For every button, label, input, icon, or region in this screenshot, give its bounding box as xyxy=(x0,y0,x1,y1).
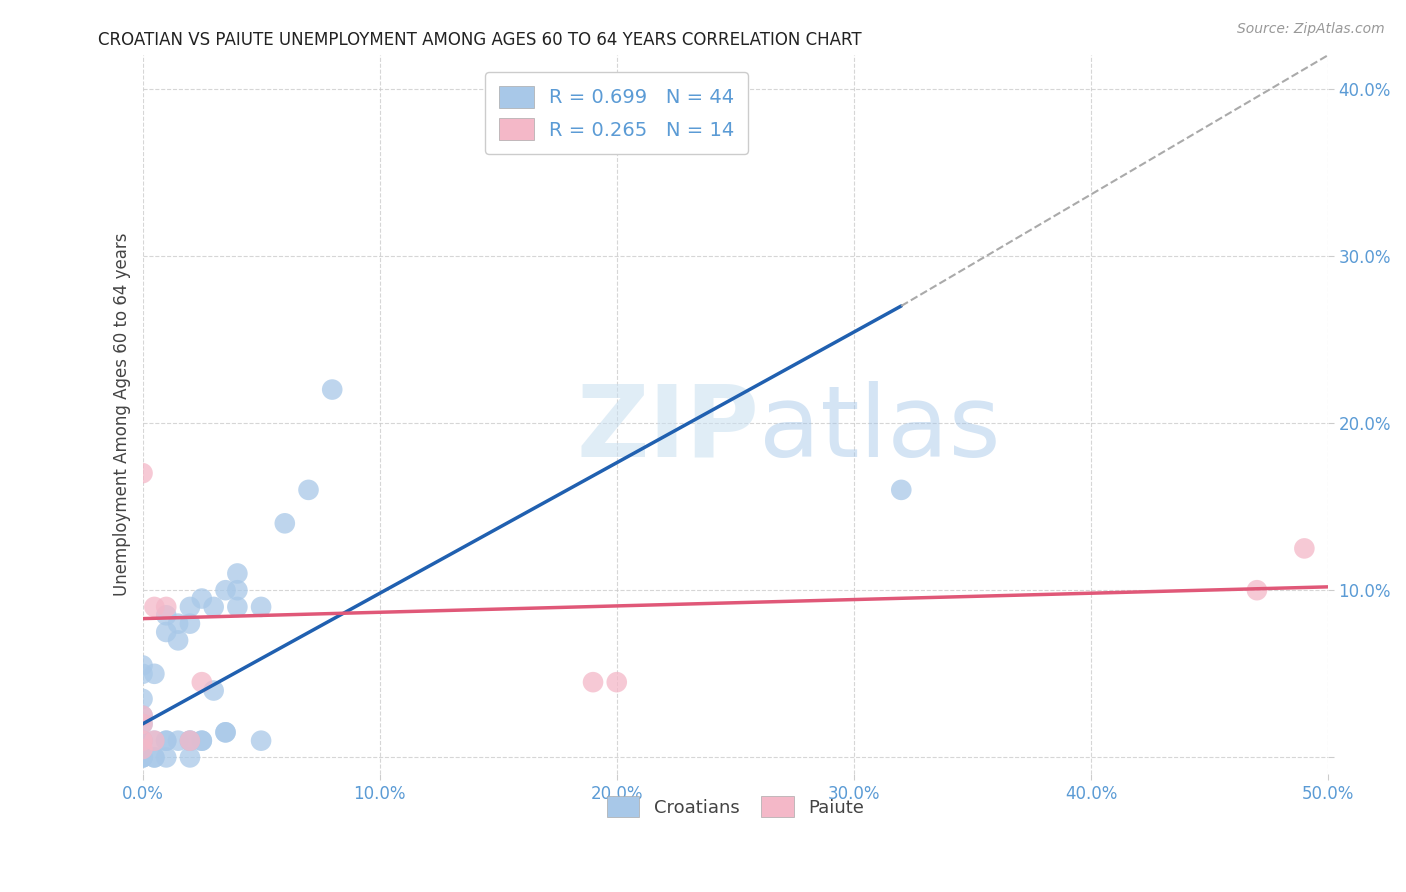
Point xyxy=(179,733,201,747)
Point xyxy=(143,733,166,747)
Point xyxy=(131,717,153,731)
Point xyxy=(155,733,177,747)
Point xyxy=(143,666,166,681)
Legend: Croatians, Paiute: Croatians, Paiute xyxy=(598,788,873,826)
Point xyxy=(179,750,201,764)
Point xyxy=(167,733,190,747)
Point xyxy=(155,625,177,640)
Point xyxy=(143,750,166,764)
Point xyxy=(155,599,177,614)
Point xyxy=(226,566,249,581)
Point xyxy=(606,675,628,690)
Point xyxy=(143,750,166,764)
Point xyxy=(191,675,214,690)
Point xyxy=(131,742,153,756)
Point xyxy=(131,733,153,747)
Point xyxy=(155,733,177,747)
Point xyxy=(131,733,153,747)
Point xyxy=(226,583,249,598)
Point xyxy=(155,608,177,623)
Point xyxy=(202,599,225,614)
Point xyxy=(179,616,201,631)
Point xyxy=(131,750,153,764)
Text: atlas: atlas xyxy=(759,381,1001,477)
Point xyxy=(321,383,343,397)
Point xyxy=(131,666,153,681)
Text: Source: ZipAtlas.com: Source: ZipAtlas.com xyxy=(1237,22,1385,37)
Point xyxy=(131,708,153,723)
Point xyxy=(582,675,605,690)
Text: ZIP: ZIP xyxy=(576,381,759,477)
Point xyxy=(1294,541,1316,556)
Point xyxy=(297,483,319,497)
Point xyxy=(131,466,153,480)
Point xyxy=(214,725,236,739)
Text: CROATIAN VS PAIUTE UNEMPLOYMENT AMONG AGES 60 TO 64 YEARS CORRELATION CHART: CROATIAN VS PAIUTE UNEMPLOYMENT AMONG AG… xyxy=(98,31,862,49)
Point xyxy=(250,599,273,614)
Point xyxy=(131,750,153,764)
Point xyxy=(131,733,153,747)
Point xyxy=(179,733,201,747)
Point xyxy=(155,750,177,764)
Point xyxy=(191,591,214,606)
Point xyxy=(179,599,201,614)
Point xyxy=(214,583,236,598)
Point xyxy=(131,658,153,673)
Point xyxy=(131,717,153,731)
Point xyxy=(143,733,166,747)
Point xyxy=(226,599,249,614)
Point xyxy=(250,733,273,747)
Point xyxy=(214,725,236,739)
Point xyxy=(274,516,297,531)
Point xyxy=(191,733,214,747)
Point xyxy=(143,599,166,614)
Point xyxy=(131,708,153,723)
Point xyxy=(131,750,153,764)
Point xyxy=(131,692,153,706)
Point xyxy=(890,483,912,497)
Point xyxy=(191,733,214,747)
Y-axis label: Unemployment Among Ages 60 to 64 years: Unemployment Among Ages 60 to 64 years xyxy=(114,233,131,597)
Point xyxy=(167,633,190,648)
Point xyxy=(202,683,225,698)
Point xyxy=(179,733,201,747)
Point xyxy=(1246,583,1268,598)
Point xyxy=(167,616,190,631)
